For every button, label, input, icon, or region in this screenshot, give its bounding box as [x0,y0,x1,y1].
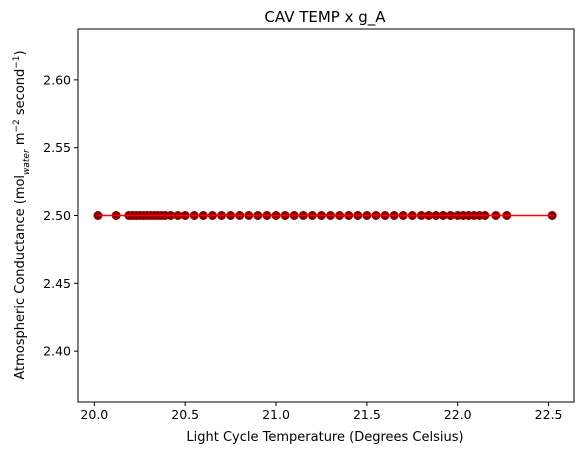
x-tick-label: 22.5 [535,407,563,422]
y-tick-label: 2.55 [43,140,71,155]
y-label-close: ) [13,50,28,55]
y-label-suffix: second [13,69,28,120]
y-tick-label: 2.60 [43,72,71,87]
series-layer [93,211,557,221]
y-axis-label: Atmospheric Conductance (molwater m−2 se… [12,50,32,379]
y-label-sup2: −1 [12,55,22,68]
x-axis-label: Light Cycle Temperature (Degrees Celsius… [186,430,463,445]
y-label-sub: water [22,148,32,175]
y-label-middle: m [13,133,28,150]
x-tick-label: 21.0 [262,407,290,422]
y-axis: 2.40 2.45 2.50 2.55 2.60 [43,72,78,359]
plot-area: 20.0 20.5 21.0 21.5 22.0 22.5 2.40 2.45 2.50 2.5… [43,28,575,422]
x-tick-label: 22.0 [444,407,472,422]
y-label-prefix: Atmospheric Conductance (mol [13,175,28,380]
y-tick-label: 2.45 [43,276,71,291]
x-tick-label: 21.5 [353,407,381,422]
x-tick-label: 20.5 [171,407,199,422]
y-tick-label: 2.40 [43,344,71,359]
y-tick-label: 2.50 [43,208,71,223]
x-tick-label: 20.0 [80,407,108,422]
y-label-sup1: −2 [12,119,22,132]
x-axis: 20.0 20.5 21.0 21.5 22.0 22.5 [80,402,562,422]
chart-title: CAV TEMP x g_A [264,8,386,27]
